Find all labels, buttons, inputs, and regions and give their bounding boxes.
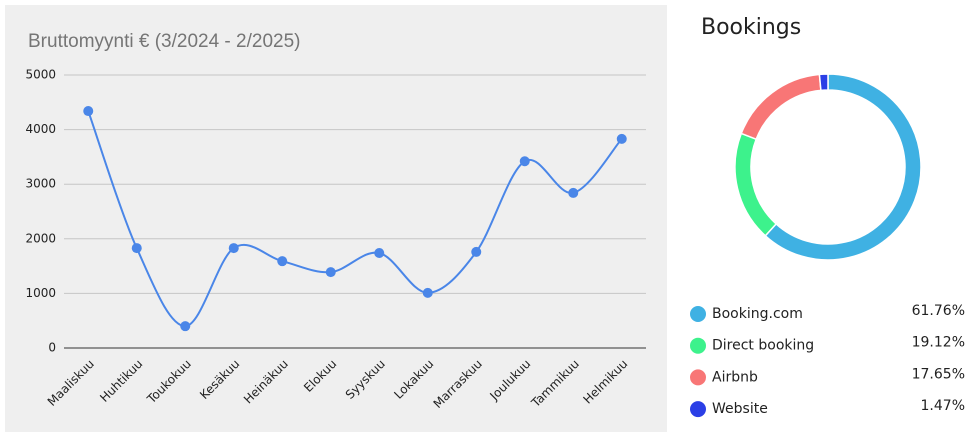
donut-slice <box>818 73 829 92</box>
y-tick-label: 0 <box>48 341 56 355</box>
point <box>519 156 530 167</box>
chart-title: Bruttomyynti € (3/2024 - 2/2025) <box>28 31 300 52</box>
legend-label: Direct booking <box>712 338 814 354</box>
point <box>616 133 627 144</box>
legend-label: Website <box>712 401 768 417</box>
point <box>83 106 94 117</box>
point <box>131 243 142 254</box>
point <box>374 247 385 258</box>
donut-title: Bookings <box>701 15 801 40</box>
point <box>471 246 482 257</box>
legend-label: Booking.com <box>712 306 803 322</box>
legend-swatch <box>690 369 706 386</box>
point <box>325 267 336 278</box>
point <box>180 321 191 332</box>
legend-swatch <box>690 401 706 418</box>
donut-slice <box>740 73 822 141</box>
chart-panel <box>5 5 667 432</box>
legend-value: 1.47% <box>921 398 965 414</box>
point <box>568 187 579 198</box>
donut-slice <box>764 73 922 261</box>
y-tick-label: 4000 <box>25 122 56 136</box>
legend-label: Airbnb <box>712 369 758 385</box>
y-tick-label: 1000 <box>25 286 56 300</box>
legend-value: 61.76% <box>912 303 965 319</box>
legend-swatch <box>690 306 706 322</box>
y-tick-label: 5000 <box>25 68 56 82</box>
y-tick-label: 3000 <box>25 177 56 191</box>
point <box>277 256 288 267</box>
point <box>228 243 239 254</box>
legend-value: 19.12% <box>912 335 965 351</box>
legend-swatch <box>690 337 706 354</box>
y-tick-label: 2000 <box>25 231 56 245</box>
donut-slice <box>734 132 778 237</box>
point <box>422 287 433 298</box>
legend-value: 17.65% <box>912 366 965 382</box>
